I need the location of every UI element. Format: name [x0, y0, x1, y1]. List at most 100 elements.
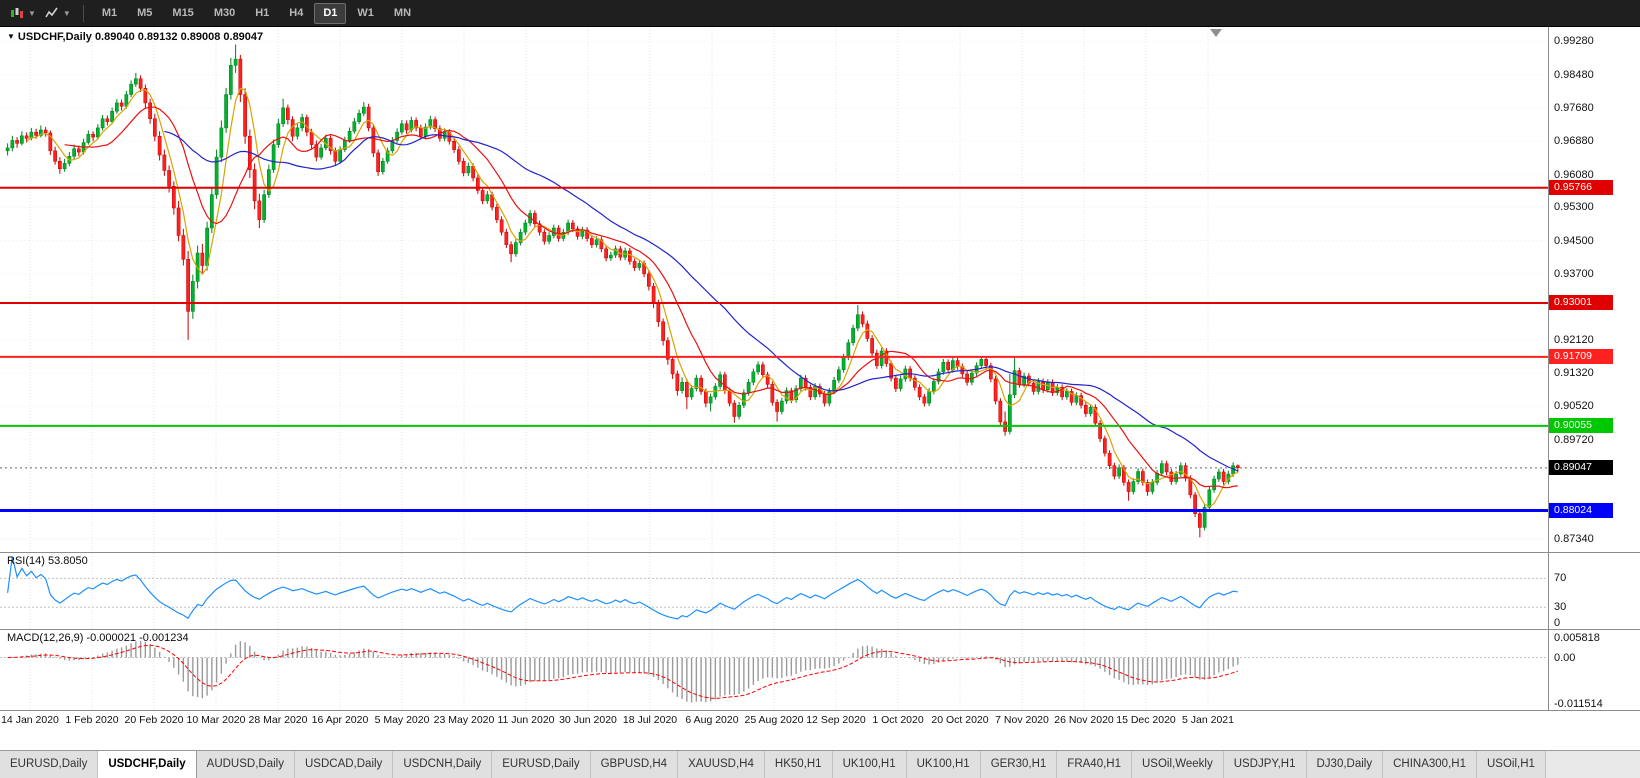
date-tick: 1 Oct 2020	[872, 714, 924, 726]
date-tick: 14 Jan 2020	[1, 714, 59, 726]
date-tick: 7 Nov 2020	[995, 714, 1049, 726]
date-tick: 5 May 2020	[374, 714, 430, 726]
chart-tab-usdchf-daily[interactable]: USDCHF,Daily	[98, 751, 197, 778]
toolbar-separator	[82, 4, 84, 22]
chart-tab-audusd-daily[interactable]: AUDUSD,Daily	[196, 751, 295, 778]
date-tick: 28 Mar 2020	[248, 714, 308, 726]
date-tick: 18 Jul 2020	[622, 714, 678, 726]
rsi-tick: 0	[1554, 617, 1561, 629]
moving-average-34	[164, 130, 1239, 472]
date-tick: 11 Jun 2020	[497, 714, 555, 726]
chart-tab-usoil-weekly[interactable]: USOil,Weekly	[1131, 751, 1224, 778]
price-line-label: 0.93001	[1549, 295, 1613, 310]
price-line-label: 0.95766	[1549, 179, 1613, 195]
timeframe-button-W1[interactable]: W1	[357, 6, 374, 19]
macd-tick: -0.011514	[1554, 698, 1603, 710]
symbol-marker-icon: ▼	[7, 32, 15, 41]
date-tick: 12 Sep 2020	[806, 714, 866, 726]
rsi-tick: 70	[1554, 572, 1567, 585]
price-line-label: 0.91709	[1549, 348, 1613, 364]
macd-tick: 0.00	[1554, 651, 1576, 664]
macd-axis[interactable]: 0.005818 0.00 -0.011514	[1548, 630, 1640, 710]
date-tick: 5 Jan 2021	[1182, 714, 1234, 726]
macd-tick: 0.005818	[1554, 632, 1600, 644]
date-tick: 20 Feb 2020	[124, 714, 184, 726]
chart-tab-xauusd-h4[interactable]: XAUUSD,H4	[678, 751, 765, 778]
moving-average-13	[64, 106, 1238, 489]
indicators-caret-icon[interactable]: ▼	[62, 8, 71, 18]
price-tick: 0.94500	[1554, 234, 1594, 247]
macd-label: MACD(12,26,9) -0.000021 -0.001234	[7, 632, 189, 644]
price-tick: 0.87340	[1554, 533, 1594, 546]
price-tick: 0.96080	[1554, 168, 1594, 181]
chart-tab-ger30-h1[interactable]: GER30,H1	[980, 751, 1058, 778]
price-line-label: 0.90055	[1549, 417, 1613, 433]
date-tick: 10 Mar 2020	[186, 714, 246, 726]
main-chart-panel: ▼ USDCHF,Daily 0.89040 0.89132 0.89008 0.…	[0, 27, 1640, 552]
chart-tab-bar: EURUSD,Daily USDCHF,Daily AUDUSD,Daily USDC…	[0, 750, 1640, 778]
price-tick: 0.99280	[1554, 35, 1594, 48]
price-line-label: 0.88024	[1549, 502, 1613, 518]
chart-ohlc-text: USDCHF,Daily 0.89040 0.89132 0.89008 0.8…	[17, 31, 264, 43]
date-tick: 1 Feb 2020	[65, 714, 119, 726]
indicators-icon[interactable]	[42, 4, 62, 23]
date-tick: 15 Dec 2020	[1116, 714, 1176, 726]
rsi-label: RSI(14) 53.8050	[7, 555, 88, 567]
chart-tab-gbpusd-h4[interactable]: GBPUSD,H4	[590, 751, 679, 778]
chart-workspace: ▼ USDCHF,Daily 0.89040 0.89132 0.89008 0.…	[0, 27, 1640, 750]
chart-tab-dj30-daily[interactable]: DJ30,Daily	[1306, 751, 1384, 778]
chart-tab-china300-h1[interactable]: CHINA300,H1	[1383, 751, 1477, 778]
timeframe-button-MN[interactable]: MN	[393, 6, 412, 19]
timeframe-button-H4[interactable]: H4	[289, 6, 304, 19]
chart-type-icon[interactable]	[7, 4, 27, 23]
timeframe-button-M1[interactable]: M1	[101, 6, 118, 19]
price-tick: 0.91320	[1554, 367, 1594, 380]
timeframe-button-H1[interactable]: H1	[255, 6, 270, 19]
price-tick: 0.97680	[1554, 101, 1594, 114]
price-tick: 0.98480	[1554, 68, 1594, 81]
price-tick: 0.96880	[1554, 135, 1594, 148]
chart-tab-hk50-h1[interactable]: HK50,H1	[764, 751, 833, 778]
chart-ohlc-title: ▼ USDCHF,Daily 0.89040 0.89132 0.89008 0.…	[7, 31, 263, 43]
price-tick: 0.93700	[1554, 267, 1594, 280]
timeframe-button-D1[interactable]: D1	[314, 2, 347, 24]
chart-tab-fra40-h1[interactable]: FRA40,H1	[1057, 751, 1132, 778]
timeframe-button-M5[interactable]: M5	[137, 6, 153, 19]
top-toolbar: ▼ ▼ M1 M5 M15 M30 H1 H4 D1 W1 MN	[0, 0, 1640, 27]
timeframe-button-M15[interactable]: M15	[172, 6, 194, 19]
chart-type-caret-icon[interactable]: ▼	[28, 8, 36, 18]
date-tick: 16 Apr 2020	[311, 714, 369, 726]
rsi-tick: 30	[1554, 601, 1567, 614]
price-tick: 0.89720	[1554, 433, 1594, 446]
price-tick: 0.90520	[1554, 400, 1594, 413]
price-tick: 0.95300	[1554, 201, 1594, 214]
chart-tab-usoil-h1[interactable]: USOil,H1	[1476, 751, 1546, 778]
rsi-panel: RSI(14) 53.8050 70 30 0	[0, 552, 1640, 629]
chart-tab-uk100-h1[interactable]: UK100,H1	[906, 751, 981, 778]
date-tick: 20 Oct 2020	[931, 714, 989, 726]
macd-panel: MACD(12,26,9) -0.000021 -0.001234 0.0058…	[0, 629, 1640, 710]
chart-tab-uk100-h1[interactable]: UK100,H1	[832, 751, 907, 778]
date-tick: 30 Jun 2020	[559, 714, 617, 726]
chart-tab-eurusd-daily[interactable]: EURUSD,Daily	[0, 751, 99, 778]
chart-shift-marker-icon	[1210, 29, 1222, 37]
chart-tab-usdcad-daily[interactable]: USDCAD,Daily	[294, 751, 394, 778]
rsi-chart-canvas[interactable]	[0, 553, 1548, 629]
macd-signal-line	[7, 644, 1238, 699]
chart-tab-usdjpy-h1[interactable]: USDJPY,H1	[1223, 751, 1307, 778]
price-axis[interactable]: 0.99280 0.98480 0.97680 0.96880 0.96080 0.953…	[1548, 27, 1640, 552]
rsi-line	[7, 556, 1238, 620]
chart-tab-eurusd-daily[interactable]: EURUSD,Daily	[492, 751, 591, 778]
date-tick: 25 Aug 2020	[744, 714, 804, 726]
date-tick: 26 Nov 2020	[1054, 714, 1114, 726]
price-tick: 0.92120	[1554, 333, 1594, 346]
date-tick: 6 Aug 2020	[685, 714, 739, 726]
current-price-label: 0.89047	[1549, 459, 1613, 475]
macd-chart-canvas[interactable]	[0, 630, 1548, 710]
timeframe-button-M30[interactable]: M30	[213, 6, 236, 19]
rsi-axis[interactable]: 70 30 0	[1548, 553, 1640, 629]
date-axis[interactable]: 14 Jan 2020 1 Feb 2020 20 Feb 2020 10 Mar 2…	[0, 710, 1640, 750]
date-tick: 23 May 2020	[433, 714, 495, 726]
chart-tab-usdcnh-daily[interactable]: USDCNH,Daily	[393, 751, 493, 778]
price-chart-canvas[interactable]	[0, 27, 1548, 552]
